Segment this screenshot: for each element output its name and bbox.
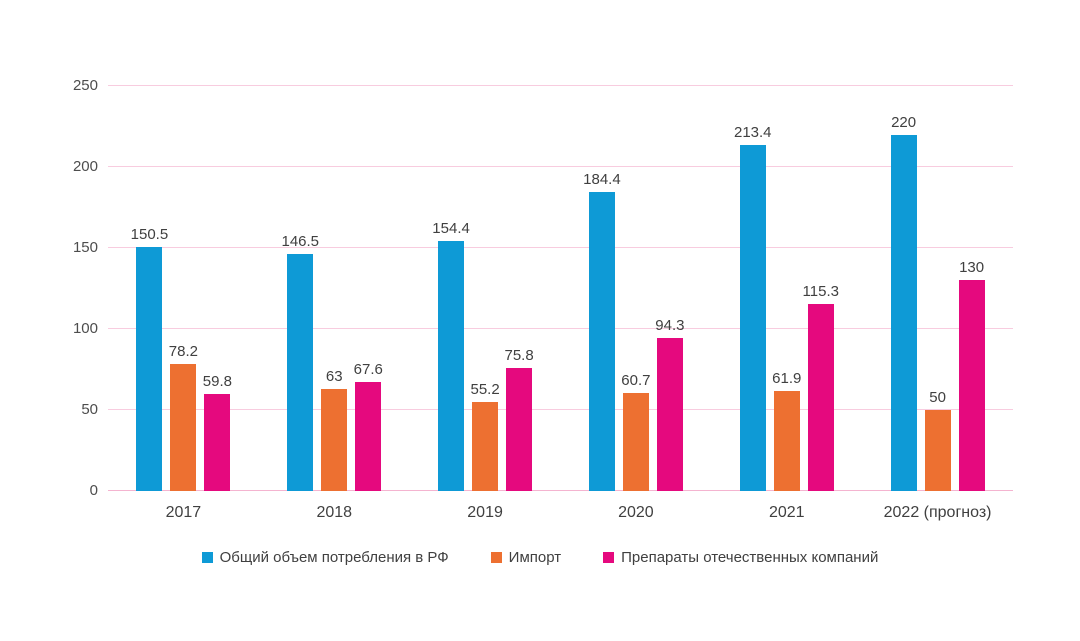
plot-area: 150.5 78.2 59.8 146.5 63 67.6 154.4 55.2 75.8 184…	[108, 85, 1013, 491]
x-axis-baseline	[108, 490, 1013, 491]
bar-group: 154.4 55.2 75.8	[432, 220, 534, 491]
bar: 115.3	[803, 283, 839, 491]
x-axis-label: 2022 (прогноз)	[883, 504, 992, 521]
x-axis-label: 2021	[768, 504, 805, 521]
gridline	[108, 409, 1013, 410]
legend-swatch	[603, 552, 615, 563]
x-axis-label: 2020	[618, 504, 654, 521]
bar: 50	[924, 389, 951, 491]
bar: 94.3	[655, 317, 685, 491]
bar-value-label: 63	[325, 367, 343, 385]
bar-value-label: 60.7	[621, 371, 651, 389]
bar-group: 213.4 61.9 115.3	[734, 124, 839, 491]
y-axis-tick-label: 0	[89, 482, 98, 499]
bar-group: 146.5 63 67.6	[281, 233, 383, 491]
bar: 60.7	[621, 372, 651, 491]
legend-swatch	[201, 552, 213, 563]
bar: 78.2	[169, 343, 198, 491]
x-axis-label: 2018	[316, 504, 353, 521]
legend: Общий объем потребления в РФ Импорт Препар…	[0, 549, 1080, 566]
bar-value-label: 220	[891, 113, 917, 131]
bar-value-label: 55.2	[470, 380, 500, 398]
bar: 55.2	[470, 381, 500, 491]
gridline	[108, 247, 1013, 248]
bar: 213.4	[734, 124, 772, 491]
bar: 61.9	[772, 370, 801, 491]
bar-value-label: 154.4	[432, 219, 470, 237]
bar-value-label: 184.4	[583, 171, 621, 189]
legend-swatch	[490, 552, 502, 563]
gridline	[108, 85, 1013, 86]
bar: 184.4	[583, 171, 621, 491]
bar-group: 150.5 78.2 59.8	[131, 226, 232, 491]
bar: 220	[890, 114, 917, 491]
y-axis-tick-label: 150	[72, 239, 98, 256]
bar: 150.5	[131, 226, 168, 491]
gridline	[108, 166, 1013, 167]
bar-value-label: 61.9	[772, 369, 802, 387]
bar-value-label: 213.4	[733, 124, 772, 142]
x-axis-label: 2017	[165, 504, 202, 521]
bar-group: 184.4 60.7 94.3	[583, 171, 685, 491]
bar: 146.5	[281, 233, 319, 491]
x-axis-label: 2019	[467, 504, 503, 521]
bar-value-label: 115.3	[802, 283, 839, 301]
legend-item: Препараты отечественных компаний	[603, 549, 878, 566]
bar-value-label: 146.5	[281, 232, 320, 250]
bar-value-label: 94.3	[655, 317, 685, 335]
bar: 130	[958, 259, 985, 491]
bar: 59.8	[203, 373, 232, 491]
legend-label: Импорт	[508, 549, 562, 566]
bar-value-label: 78.2	[168, 343, 199, 361]
bar-group: 220 50 130	[890, 114, 985, 491]
legend-item: Импорт	[490, 549, 562, 566]
bar-value-label: 59.8	[202, 373, 233, 391]
bar-value-label: 75.8	[504, 347, 534, 365]
y-axis-tick-label: 100	[72, 320, 98, 337]
bar-value-label: 130	[959, 259, 985, 277]
legend-item: Общий объем потребления в РФ	[201, 549, 449, 566]
y-axis-tick-label: 250	[72, 77, 98, 94]
legend-label: Препараты отечественных компаний	[621, 549, 879, 566]
y-axis-tick-label: 200	[72, 158, 98, 175]
legend-label: Общий объем потребления в РФ	[219, 549, 449, 566]
y-axis-tick-label: 50	[81, 401, 98, 418]
gridline	[108, 328, 1013, 329]
bar-value-label: 50	[929, 389, 946, 406]
bar: 154.4	[432, 220, 470, 491]
bar-value-label: 67.6	[353, 360, 383, 378]
bar: 75.8	[504, 347, 534, 491]
bar-value-label: 150.5	[130, 226, 169, 244]
bar: 67.6	[354, 361, 383, 491]
bar: 63	[321, 368, 348, 491]
